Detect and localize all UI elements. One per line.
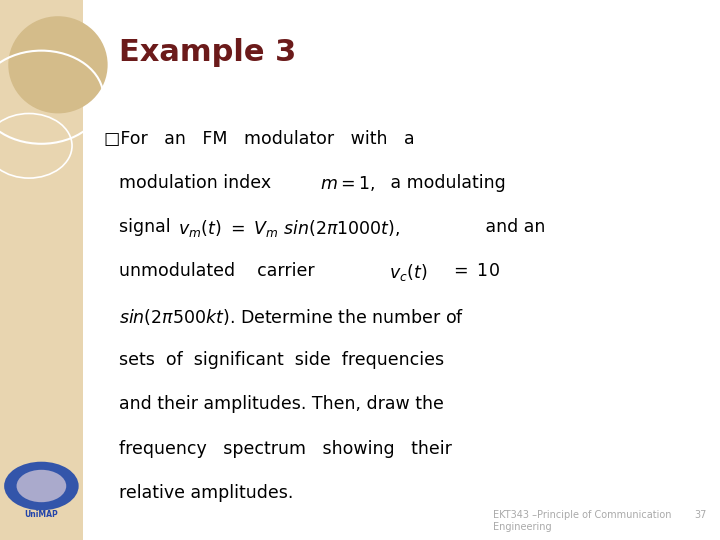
Text: modulation index: modulation index xyxy=(119,174,276,192)
Ellipse shape xyxy=(8,16,108,113)
Text: UniMAP: UniMAP xyxy=(24,510,58,519)
Text: and an: and an xyxy=(480,218,546,236)
Text: $v_m(t)\ =\ V_m\ sin(2\pi 1000t)$,: $v_m(t)\ =\ V_m\ sin(2\pi 1000t)$, xyxy=(178,218,400,239)
Text: and their amplitudes. Then, draw the: and their amplitudes. Then, draw the xyxy=(119,395,444,413)
Text: signal: signal xyxy=(119,218,176,236)
Text: sets  of  significant  side  frequencies: sets of significant side frequencies xyxy=(119,351,444,369)
Text: a modulating: a modulating xyxy=(385,174,506,192)
Text: Example 3: Example 3 xyxy=(119,38,296,67)
Ellipse shape xyxy=(17,470,66,502)
FancyBboxPatch shape xyxy=(0,0,83,540)
Text: □For   an   FM   modulator   with   a: □For an FM modulator with a xyxy=(104,130,415,147)
Text: EKT343 –Principle of Communication
Engineering: EKT343 –Principle of Communication Engin… xyxy=(493,510,672,532)
Text: $sin(2\pi 500kt)$. Determine the number of: $sin(2\pi 500kt)$. Determine the number … xyxy=(119,307,464,327)
Ellipse shape xyxy=(4,462,78,510)
Text: frequency   spectrum   showing   their: frequency spectrum showing their xyxy=(119,440,451,457)
Text: $v_c(t)$: $v_c(t)$ xyxy=(389,262,427,284)
Text: unmodulated    carrier: unmodulated carrier xyxy=(119,262,331,280)
Text: $=\ 10$: $=\ 10$ xyxy=(450,262,500,280)
Text: $m = 1$,: $m = 1$, xyxy=(320,174,375,193)
Text: relative amplitudes.: relative amplitudes. xyxy=(119,484,293,502)
Text: 37: 37 xyxy=(695,510,707,521)
